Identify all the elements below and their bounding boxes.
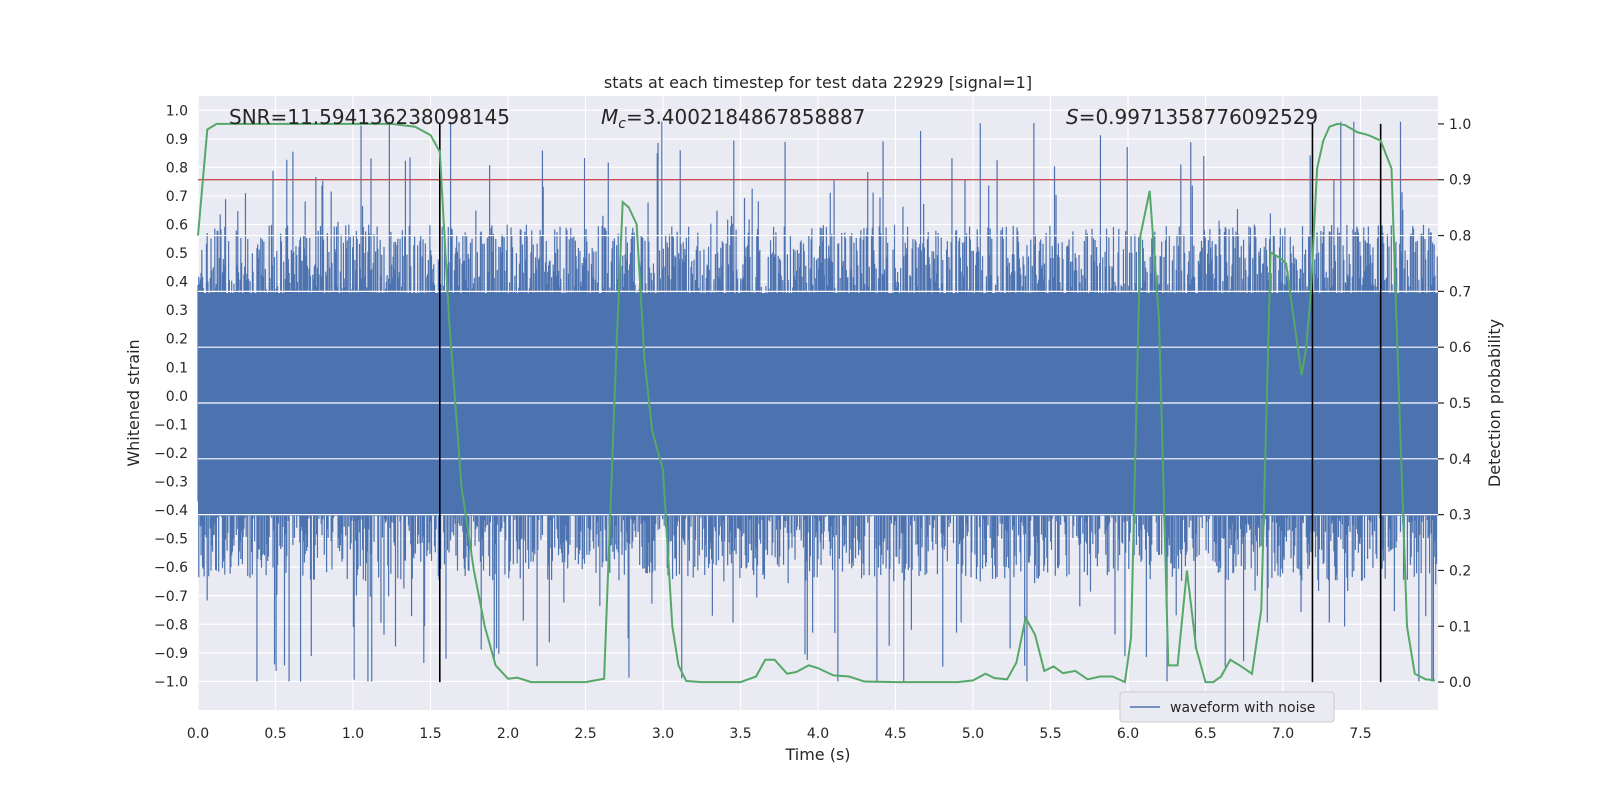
legend-label: waveform with noise xyxy=(1170,700,1315,716)
y-left-tick-label: 0.1 xyxy=(166,360,188,376)
y-left-axis-label: Whitened strain xyxy=(124,339,143,466)
x-axis-ticks: 0.0 0.5 1.0 1.5 2.0 2.5 3.0 3.5 4.0 4.5 5.0 5.5 6.0 6… xyxy=(187,726,1372,742)
annotation-2: Mc=3.4002184867858887 xyxy=(601,105,865,132)
x-tick-label: 0.5 xyxy=(264,726,286,742)
x-tick-label: 4.0 xyxy=(807,726,829,742)
x-tick-label: 4.5 xyxy=(884,726,906,742)
x-tick-label: 2.0 xyxy=(497,726,519,742)
y-right-tick-label: 0.3 xyxy=(1449,508,1471,524)
legend-box xyxy=(1119,691,1335,723)
y-left-tick-label: 0.7 xyxy=(166,189,188,205)
y-left-tick-label: −0.6 xyxy=(154,560,188,576)
y-right-tick-label: 0.6 xyxy=(1449,340,1471,356)
y-left-tick-label: −0.4 xyxy=(154,503,188,519)
y-left-tick-label: 0.9 xyxy=(166,132,188,148)
y-left-tick-label: −0.7 xyxy=(154,589,188,605)
probability-series xyxy=(197,122,1436,684)
x-tick-label: 5.0 xyxy=(962,726,984,742)
y-left-tick-label: −0.1 xyxy=(154,417,188,433)
x-axis-label: Time (s) xyxy=(784,745,850,764)
y-left-tick-label: 0.6 xyxy=(166,218,188,234)
y-right-tick-label: 0.4 xyxy=(1449,452,1471,468)
y-right-tick-label: 0.5 xyxy=(1449,396,1471,412)
y-right-tick-label: 0.7 xyxy=(1449,284,1471,300)
legend: waveform with noise xyxy=(1119,691,1335,723)
y-left-tick-label: −1.0 xyxy=(154,674,188,690)
y-left-axis-ticks: 1.0 0.9 0.8 0.7 0.6 0.5 0.4 0.3 0.2 0.1 0.0 −0.1 −0.… xyxy=(154,103,188,690)
x-tick-label: 7.0 xyxy=(1272,726,1294,742)
y-right-tick-label: 0.1 xyxy=(1449,619,1471,635)
overlay-lines xyxy=(198,123,1438,683)
y-left-tick-label: 0.2 xyxy=(166,332,188,348)
y-left-tick-label: −0.3 xyxy=(154,475,188,491)
y-left-tick-label: −0.9 xyxy=(154,646,188,662)
x-tick-label: 6.5 xyxy=(1194,726,1216,742)
y-left-tick-label: 0.8 xyxy=(166,160,188,176)
y-left-tick-label: −0.2 xyxy=(154,446,188,462)
x-tick-label: 7.5 xyxy=(1349,726,1371,742)
y-right-axis-label: Detection probability xyxy=(1485,319,1504,487)
y-left-tick-label: 0.3 xyxy=(166,303,188,319)
x-tick-label: 2.5 xyxy=(574,726,596,742)
x-tick-label: 6.0 xyxy=(1117,726,1139,742)
x-tick-label: 3.5 xyxy=(729,726,751,742)
y-left-tick-label: −0.8 xyxy=(154,617,188,633)
y-left-tick-label: −0.5 xyxy=(154,532,188,548)
y-right-tick-label: 0.2 xyxy=(1449,563,1471,579)
y-right-tick-label: 0.9 xyxy=(1449,173,1471,189)
x-tick-label: 5.5 xyxy=(1039,726,1061,742)
y-right-tick-label: 1.0 xyxy=(1449,117,1471,133)
chart-title: stats at each timestep for test data 229… xyxy=(604,73,1032,92)
y-left-tick-label: 0.4 xyxy=(166,275,188,291)
x-tick-label: 3.0 xyxy=(652,726,674,742)
y-left-tick-label: 0.0 xyxy=(166,389,188,405)
x-tick-label: 1.0 xyxy=(342,726,364,742)
y-right-tick-label: 0.8 xyxy=(1449,229,1471,245)
waveform-core xyxy=(198,293,1438,516)
y-left-tick-label: 0.5 xyxy=(166,246,188,262)
annotation-1: SNR=11.594136238098145 xyxy=(229,105,510,129)
x-tick-label: 1.5 xyxy=(419,726,441,742)
y-right-axis-ticks: 1.0 0.9 0.8 0.7 0.6 0.5 0.4 0.3 0.2 0.1 0.0 xyxy=(1438,117,1471,691)
y-left-tick-label: 1.0 xyxy=(166,103,188,119)
annotation-3: S=0.9971358776092529 xyxy=(1066,105,1318,129)
x-tick-label: 0.0 xyxy=(187,726,209,742)
y-right-tick-label: 0.0 xyxy=(1449,675,1471,691)
annotations: SNR=11.594136238098145 Mc=3.4002184867858… xyxy=(229,105,1318,132)
waveform-series xyxy=(197,121,1438,682)
probability-line xyxy=(197,122,1436,684)
